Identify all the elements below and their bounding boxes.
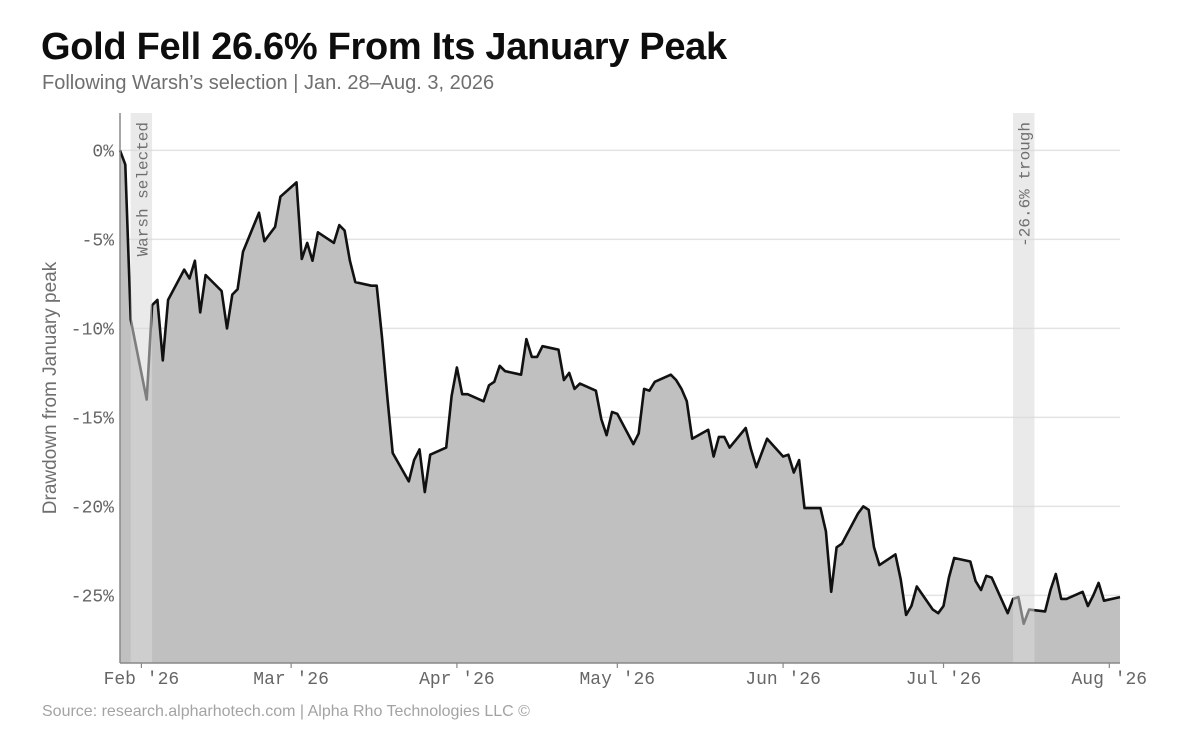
- y-tick-label-4: -20%: [71, 498, 114, 518]
- chart-subtitle: Following Warsh’s selection | Jan. 28–Au…: [42, 72, 495, 94]
- y-tick-label-3: -15%: [71, 409, 114, 429]
- annotation-label-1: -26.6% trough: [1017, 122, 1035, 247]
- y-tick-label-5: -25%: [71, 587, 114, 607]
- annotation-band-1: [1013, 113, 1035, 663]
- x-tick-label-4: Jun '26: [745, 670, 821, 690]
- y-tick-label-1: -5%: [82, 231, 115, 251]
- x-tick-label-6: Aug '26: [1071, 670, 1147, 690]
- drawdown-line: [118, 149, 1121, 626]
- y-tick-label-0: 0%: [92, 142, 114, 162]
- x-tick-label-0: Feb '26: [104, 670, 180, 690]
- y-axis-label: Drawdown from January peak: [40, 261, 61, 514]
- annotation-band-0: [130, 113, 153, 663]
- drawdown-area: [120, 150, 1120, 663]
- drawdown-chart: Warsh selected -26.6% trough 0% -5% -10% -15…: [40, 113, 1147, 690]
- source-note: Source: research.alpharhotech.com | Alph…: [42, 703, 530, 720]
- x-tick-label-3: May '26: [580, 670, 656, 690]
- annotation-bands: Warsh selected -26.6% trough: [130, 113, 1035, 663]
- x-tick-label-1: Mar '26: [253, 670, 329, 690]
- tick-labels: 0% -5% -10% -15% -20% -25% Feb '26 Mar '26 Apr '…: [71, 142, 1147, 690]
- axes: [119, 113, 1120, 668]
- annotation-label-0: Warsh selected: [134, 122, 152, 256]
- x-tick-label-5: Jul '26: [906, 670, 982, 690]
- plot-area: [118, 149, 1121, 663]
- chart-title: Gold Fell 26.6% From Its January Peak: [41, 26, 727, 68]
- x-tick-label-2: Apr '26: [419, 670, 495, 690]
- y-tick-label-2: -10%: [71, 320, 114, 340]
